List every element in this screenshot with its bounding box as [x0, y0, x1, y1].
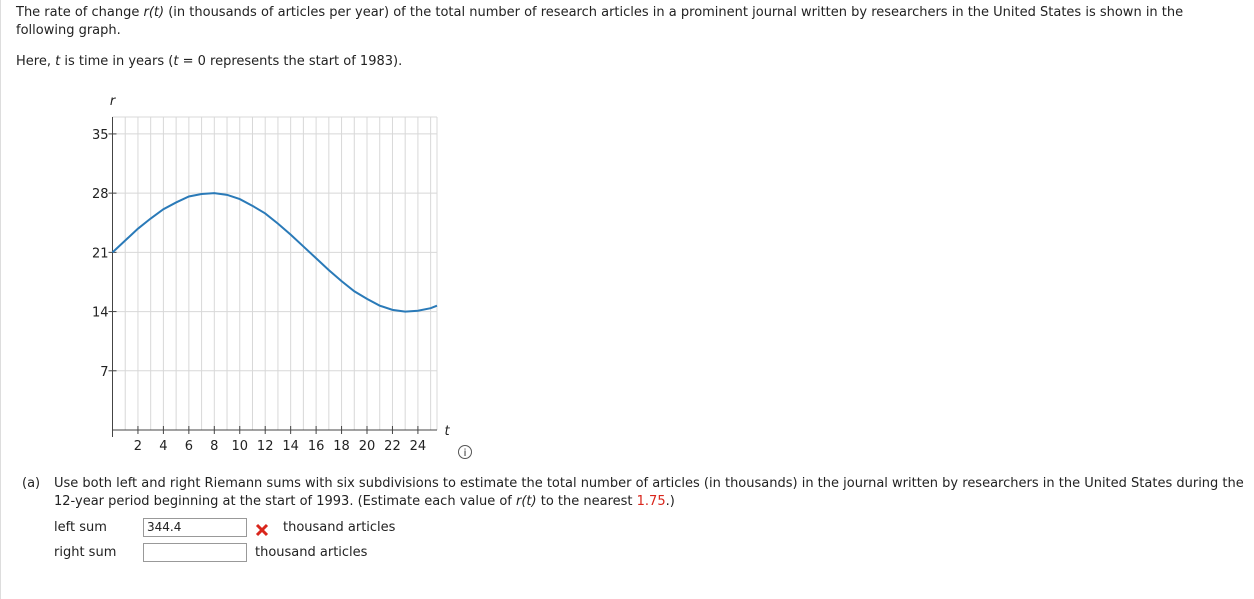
math: r(t)	[516, 494, 537, 509]
x-tick-label: 24	[410, 439, 427, 454]
y-tick-label: 35	[92, 128, 109, 143]
incorrect-icon	[255, 523, 269, 537]
y-tick-label: 28	[92, 187, 109, 202]
row-label: left sum	[54, 520, 107, 535]
text: .)	[665, 494, 675, 509]
y-axis-label: r	[110, 94, 117, 109]
text: (in thousands of articles per year) of t…	[16, 5, 1184, 38]
text: is time in years (	[60, 54, 174, 69]
row-label: right sum	[54, 545, 117, 560]
x-tick-label: 14	[282, 439, 299, 454]
y-tick-label: 14	[92, 306, 109, 321]
x-tick-label: 2	[134, 439, 142, 454]
x-axis-label: t	[444, 424, 450, 439]
x-tick-label: 4	[159, 439, 167, 454]
unit: thousand articles	[255, 545, 368, 560]
text: Use both left and right Riemann sums wit…	[54, 476, 1244, 509]
text: to the nearest	[536, 494, 637, 509]
here: Here, t is time in years (t = 0 represen…	[16, 53, 402, 71]
x-tick-label: 8	[210, 439, 218, 454]
x-tick-label: 22	[384, 439, 401, 454]
curve	[111, 192, 438, 313]
y-tick-label: 7	[100, 365, 108, 380]
frame-border	[0, 0, 1, 599]
text: The rate of change	[16, 5, 144, 20]
x-tick-label: 6	[185, 439, 193, 454]
text: = 0 represents the start of 1983).	[178, 54, 403, 69]
text: Here,	[16, 54, 56, 69]
y-tick-label: 21	[92, 246, 109, 261]
part-a-text: Use both left and right Riemann sums wit…	[54, 475, 1244, 511]
answer-input[interactable]: 344.4	[143, 518, 247, 537]
intro: The rate of change r(t) (in thousands of…	[16, 4, 1216, 40]
x-tick-label: 10	[231, 439, 248, 454]
part-label: (a)	[22, 476, 41, 491]
x-tick-label: 16	[308, 439, 325, 454]
tolerance: 1.75	[636, 494, 666, 509]
math: r(t)	[143, 5, 165, 20]
x-tick-label: 12	[257, 439, 274, 454]
answer-input[interactable]	[143, 543, 247, 562]
x-tick-label: 20	[359, 439, 376, 454]
x-tick-label: 18	[333, 439, 350, 454]
info-icon[interactable]: i	[458, 445, 472, 460]
unit: thousand articles	[283, 520, 396, 535]
math: t	[173, 54, 179, 69]
svg-text:i: i	[464, 448, 467, 459]
math: t	[55, 54, 61, 69]
